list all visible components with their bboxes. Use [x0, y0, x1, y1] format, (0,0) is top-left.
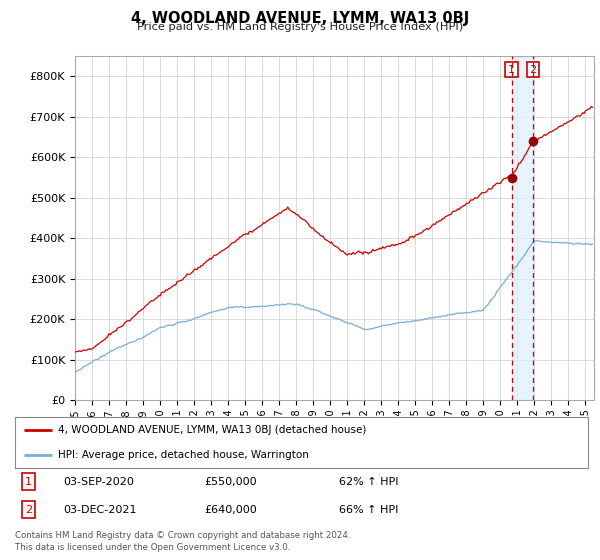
- Text: 2: 2: [529, 64, 536, 74]
- Text: 1: 1: [508, 64, 515, 74]
- Text: HPI: Average price, detached house, Warrington: HPI: Average price, detached house, Warr…: [58, 450, 309, 460]
- Bar: [512, 56, 533, 400]
- Text: 2: 2: [25, 505, 32, 515]
- Text: Contains HM Land Registry data © Crown copyright and database right 2024.
This d: Contains HM Land Registry data © Crown c…: [15, 531, 350, 552]
- Text: 1: 1: [25, 477, 32, 487]
- Text: £550,000: £550,000: [204, 477, 257, 487]
- Text: £640,000: £640,000: [204, 505, 257, 515]
- Text: 66% ↑ HPI: 66% ↑ HPI: [339, 505, 398, 515]
- Text: 62% ↑ HPI: 62% ↑ HPI: [339, 477, 398, 487]
- Text: 03-SEP-2020: 03-SEP-2020: [63, 477, 134, 487]
- Text: Price paid vs. HM Land Registry's House Price Index (HPI): Price paid vs. HM Land Registry's House …: [137, 22, 463, 32]
- Text: 4, WOODLAND AVENUE, LYMM, WA13 0BJ (detached house): 4, WOODLAND AVENUE, LYMM, WA13 0BJ (deta…: [58, 425, 367, 435]
- Text: 4, WOODLAND AVENUE, LYMM, WA13 0BJ: 4, WOODLAND AVENUE, LYMM, WA13 0BJ: [131, 11, 469, 26]
- Text: 03-DEC-2021: 03-DEC-2021: [63, 505, 137, 515]
